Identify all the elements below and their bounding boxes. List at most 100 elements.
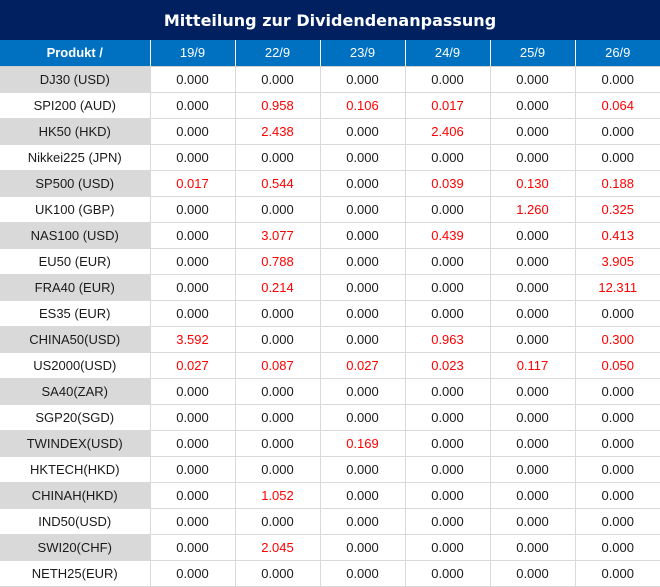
table-row: DJ30 (USD) 0.000 0.000 0.000 0.000 0.000 0.000 xyxy=(0,66,660,93)
value-cell: 0.000 xyxy=(489,456,575,483)
dividend-table: Produkt / 19/9 22/9 23/9 24/9 25/9 26/9 … xyxy=(0,40,660,587)
product-cell: SP500 (USD) xyxy=(0,170,150,197)
value-cell: 0.000 xyxy=(404,456,490,483)
value-cell: 0.325 xyxy=(574,196,660,223)
value-cell: 0.000 xyxy=(149,560,235,587)
value-cell: 0.050 xyxy=(574,352,660,379)
value-cell: 0.000 xyxy=(149,92,235,119)
table-row: SGP20(SGD) 0.000 0.000 0.000 0.000 0.000 0.000 xyxy=(0,404,660,431)
value-cell: 0.000 xyxy=(234,300,320,327)
value-cell: 0.000 xyxy=(149,482,235,509)
value-cell: 0.000 xyxy=(319,170,405,197)
header-date: 24/9 xyxy=(404,40,490,67)
table-row: SP500 (USD) 0.017 0.544 0.000 0.039 0.130 0.18… xyxy=(0,170,660,197)
product-cell: SA40(ZAR) xyxy=(0,378,150,405)
value-cell: 0.000 xyxy=(489,508,575,535)
header-date: 19/9 xyxy=(149,40,235,67)
value-cell: 0.000 xyxy=(489,534,575,561)
table-row: TWINDEX(USD) 0.000 0.000 0.169 0.000 0.000 0.0… xyxy=(0,430,660,457)
header-product: Produkt / xyxy=(0,40,150,67)
table-row: CHINA50(USD) 3.592 0.000 0.000 0.963 0.000 0.3… xyxy=(0,326,660,353)
value-cell: 0.000 xyxy=(404,66,490,93)
product-cell: SGP20(SGD) xyxy=(0,404,150,431)
value-cell: 0.000 xyxy=(149,404,235,431)
value-cell: 0.000 xyxy=(319,560,405,587)
value-cell: 0.000 xyxy=(149,196,235,223)
value-cell: 0.000 xyxy=(234,430,320,457)
product-cell: CHINA50(USD) xyxy=(0,326,150,353)
value-cell: 0.017 xyxy=(149,170,235,197)
value-cell: 0.000 xyxy=(404,508,490,535)
value-cell: 0.000 xyxy=(319,144,405,171)
value-cell: 0.000 xyxy=(574,456,660,483)
value-cell: 0.000 xyxy=(404,274,490,301)
table-row: SWI20(CHF) 0.000 2.045 0.000 0.000 0.000 0.000 xyxy=(0,534,660,561)
value-cell: 0.000 xyxy=(574,404,660,431)
value-cell: 12.311 xyxy=(574,274,660,301)
value-cell: 2.045 xyxy=(234,534,320,561)
value-cell: 0.958 xyxy=(234,92,320,119)
product-cell: Nikkei225 (JPN) xyxy=(0,144,150,171)
value-cell: 0.000 xyxy=(319,482,405,509)
value-cell: 0.000 xyxy=(234,508,320,535)
value-cell: 0.039 xyxy=(404,170,490,197)
value-cell: 0.000 xyxy=(319,326,405,353)
value-cell: 0.000 xyxy=(489,274,575,301)
header-date: 25/9 xyxy=(489,40,575,67)
value-cell: 0.000 xyxy=(574,118,660,145)
value-cell: 0.000 xyxy=(574,300,660,327)
value-cell: 0.000 xyxy=(574,508,660,535)
value-cell: 0.000 xyxy=(319,378,405,405)
table-row: ES35 (EUR) 0.000 0.000 0.000 0.000 0.000 0.000 xyxy=(0,300,660,327)
table-row: SA40(ZAR) 0.000 0.000 0.000 0.000 0.000 0.000 xyxy=(0,378,660,405)
value-cell: 0.000 xyxy=(149,274,235,301)
value-cell: 0.000 xyxy=(319,118,405,145)
page-title: Mitteilung zur Dividendenanpassung xyxy=(0,0,660,40)
value-cell: 0.000 xyxy=(404,482,490,509)
value-cell: 0.000 xyxy=(404,404,490,431)
table-row: EU50 (EUR) 0.000 0.788 0.000 0.000 0.000 3.905 xyxy=(0,248,660,275)
value-cell: 0.000 xyxy=(404,534,490,561)
product-cell: IND50(USD) xyxy=(0,508,150,535)
value-cell: 0.027 xyxy=(149,352,235,379)
value-cell: 0.000 xyxy=(149,248,235,275)
value-cell: 0.000 xyxy=(234,66,320,93)
value-cell: 0.000 xyxy=(234,144,320,171)
value-cell: 0.214 xyxy=(234,274,320,301)
value-cell: 0.000 xyxy=(574,430,660,457)
value-cell: 0.000 xyxy=(574,144,660,171)
table-row: Nikkei225 (JPN) 0.000 0.000 0.000 0.000 0.000… xyxy=(0,144,660,171)
value-cell: 0.000 xyxy=(404,196,490,223)
value-cell: 0.087 xyxy=(234,352,320,379)
value-cell: 0.000 xyxy=(319,248,405,275)
value-cell: 0.000 xyxy=(489,144,575,171)
header-date: 23/9 xyxy=(319,40,405,67)
value-cell: 0.000 xyxy=(489,118,575,145)
value-cell: 0.000 xyxy=(489,92,575,119)
value-cell: 0.000 xyxy=(489,482,575,509)
value-cell: 0.000 xyxy=(234,196,320,223)
value-cell: 0.106 xyxy=(319,92,405,119)
value-cell: 0.000 xyxy=(489,404,575,431)
value-cell: 0.027 xyxy=(319,352,405,379)
value-cell: 3.905 xyxy=(574,248,660,275)
header-date: 22/9 xyxy=(234,40,320,67)
value-cell: 0.000 xyxy=(149,430,235,457)
product-cell: SPI200 (AUD) xyxy=(0,92,150,119)
product-cell: HK50 (HKD) xyxy=(0,118,150,145)
value-cell: 0.000 xyxy=(149,378,235,405)
value-cell: 0.000 xyxy=(319,274,405,301)
product-cell: NETH25(EUR) xyxy=(0,560,150,587)
value-cell: 0.023 xyxy=(404,352,490,379)
value-cell: 0.439 xyxy=(404,222,490,249)
value-cell: 0.000 xyxy=(319,300,405,327)
product-cell: HKTECH(HKD) xyxy=(0,456,150,483)
product-cell: EU50 (EUR) xyxy=(0,248,150,275)
value-cell: 3.077 xyxy=(234,222,320,249)
value-cell: 0.000 xyxy=(489,300,575,327)
header-row: Produkt / 19/9 22/9 23/9 24/9 25/9 26/9 xyxy=(0,40,660,67)
value-cell: 2.438 xyxy=(234,118,320,145)
value-cell: 0.000 xyxy=(319,196,405,223)
value-cell: 0.000 xyxy=(319,534,405,561)
value-cell: 0.000 xyxy=(574,482,660,509)
